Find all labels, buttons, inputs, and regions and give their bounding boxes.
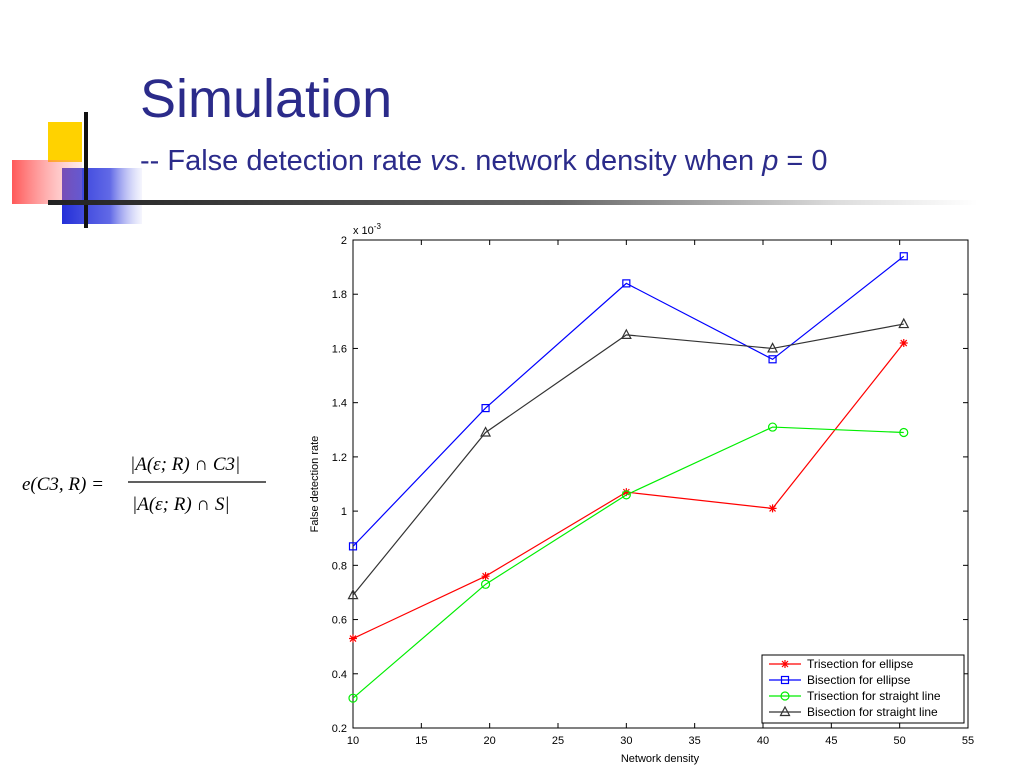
data-point xyxy=(899,339,908,348)
data-point xyxy=(481,572,490,581)
x-tick-label: 45 xyxy=(825,735,837,747)
y-tick-label: 0.8 xyxy=(332,560,347,572)
data-point xyxy=(899,427,909,438)
data-point xyxy=(347,588,359,600)
legend-label: Bisection for ellipse xyxy=(807,673,911,687)
subtitle-vs: vs xyxy=(430,145,460,177)
y-tick-label: 2 xyxy=(341,235,347,247)
y-tick-label: 0.6 xyxy=(332,615,347,627)
series-1 xyxy=(348,252,908,551)
data-point xyxy=(768,355,777,364)
legend-label: Trisection for straight line xyxy=(807,689,941,703)
x-tick-label: 25 xyxy=(552,735,564,747)
formula-denominator: |A(ε; R) ∩ S| xyxy=(132,494,230,515)
plot-frame xyxy=(352,239,969,729)
series-3 xyxy=(347,317,910,600)
legend-marker xyxy=(780,675,790,685)
title-divider xyxy=(48,200,978,205)
data-point xyxy=(481,403,490,413)
slide-title: Simulation xyxy=(140,69,393,129)
series-line xyxy=(352,255,905,547)
data-point xyxy=(480,426,492,437)
y-tick-label: 1.2 xyxy=(332,452,347,464)
data-point xyxy=(348,542,358,551)
data-point xyxy=(622,488,631,497)
series-line xyxy=(352,323,904,596)
legend-marker xyxy=(779,705,791,717)
x-tick-label: 15 xyxy=(415,735,427,747)
data-point xyxy=(767,342,779,353)
legend-marker xyxy=(780,691,790,701)
data-point xyxy=(622,279,631,288)
x-tick-label: 40 xyxy=(757,735,769,747)
subtitle-suffix: = 0 xyxy=(778,145,828,177)
false-detection-chart: 10 15 20 25 30 35 40 45 50 55 0.2 0.4 0.6 0.8 1 1.2 1.4 1… xyxy=(309,222,974,765)
data-point xyxy=(348,693,358,703)
logo-red-block xyxy=(12,160,82,204)
formula-numerator: |A(ε; R) ∩ C3| xyxy=(130,454,240,475)
logo-yellow-square xyxy=(48,122,82,162)
logo-vertical-bar xyxy=(84,112,88,228)
legend-label: Bisection for straight line xyxy=(807,705,938,719)
x-tick-label: 20 xyxy=(484,735,496,747)
data-point xyxy=(767,422,778,432)
x-axis-label: Network density xyxy=(621,753,700,765)
data-point xyxy=(621,490,631,500)
y-tick-label: 0.2 xyxy=(332,723,347,735)
y-tick-label: 1.8 xyxy=(332,289,347,301)
plot-grid: 10 15 20 25 30 35 40 45 50 55 0.2 0.4 0.6 0.8 1 1.2 1.4 1… xyxy=(332,235,974,747)
data-point xyxy=(620,328,632,339)
series-line xyxy=(352,426,904,699)
legend-label: Trisection for ellipse xyxy=(807,657,914,671)
legend-marker xyxy=(781,660,789,668)
series-layer xyxy=(347,252,910,703)
formula-lhs: e(C3, R) = xyxy=(22,474,104,495)
data-point xyxy=(480,579,491,589)
y-tick-label: 1.4 xyxy=(332,398,347,410)
subtitle-middle: . network density when xyxy=(459,145,763,177)
x-tick-label: 35 xyxy=(689,735,701,747)
data-point xyxy=(768,504,777,513)
error-rate-formula: e(C3, R) = |A(ε; R) ∩ C3| |A(ε; R) ∩ S| xyxy=(22,454,266,515)
y-tick-label: 1 xyxy=(341,506,347,518)
x-tick-label: 50 xyxy=(894,735,906,747)
y-multiplier: x 10-3 xyxy=(353,222,381,237)
legend: Trisection for ellipse Bisection for elli… xyxy=(761,654,965,724)
x-tick-label: 55 xyxy=(962,735,974,747)
y-tick-label: 1.6 xyxy=(332,343,347,355)
y-tick-label: 0.4 xyxy=(332,669,347,681)
subtitle-prefix: -- False detection rate xyxy=(140,145,431,177)
x-tick-label: 30 xyxy=(620,735,632,747)
series-2 xyxy=(348,422,909,703)
data-point xyxy=(349,634,357,643)
series-0 xyxy=(349,339,908,643)
x-tick-label: 10 xyxy=(347,735,359,747)
y-axis-label: False detection rate xyxy=(309,436,321,533)
slide-subtitle: -- False detection rate vs. network dens… xyxy=(140,145,828,178)
data-point xyxy=(899,252,908,261)
slide-logo-decoration xyxy=(12,112,142,228)
data-point xyxy=(898,317,910,329)
subtitle-p: p xyxy=(762,145,779,177)
